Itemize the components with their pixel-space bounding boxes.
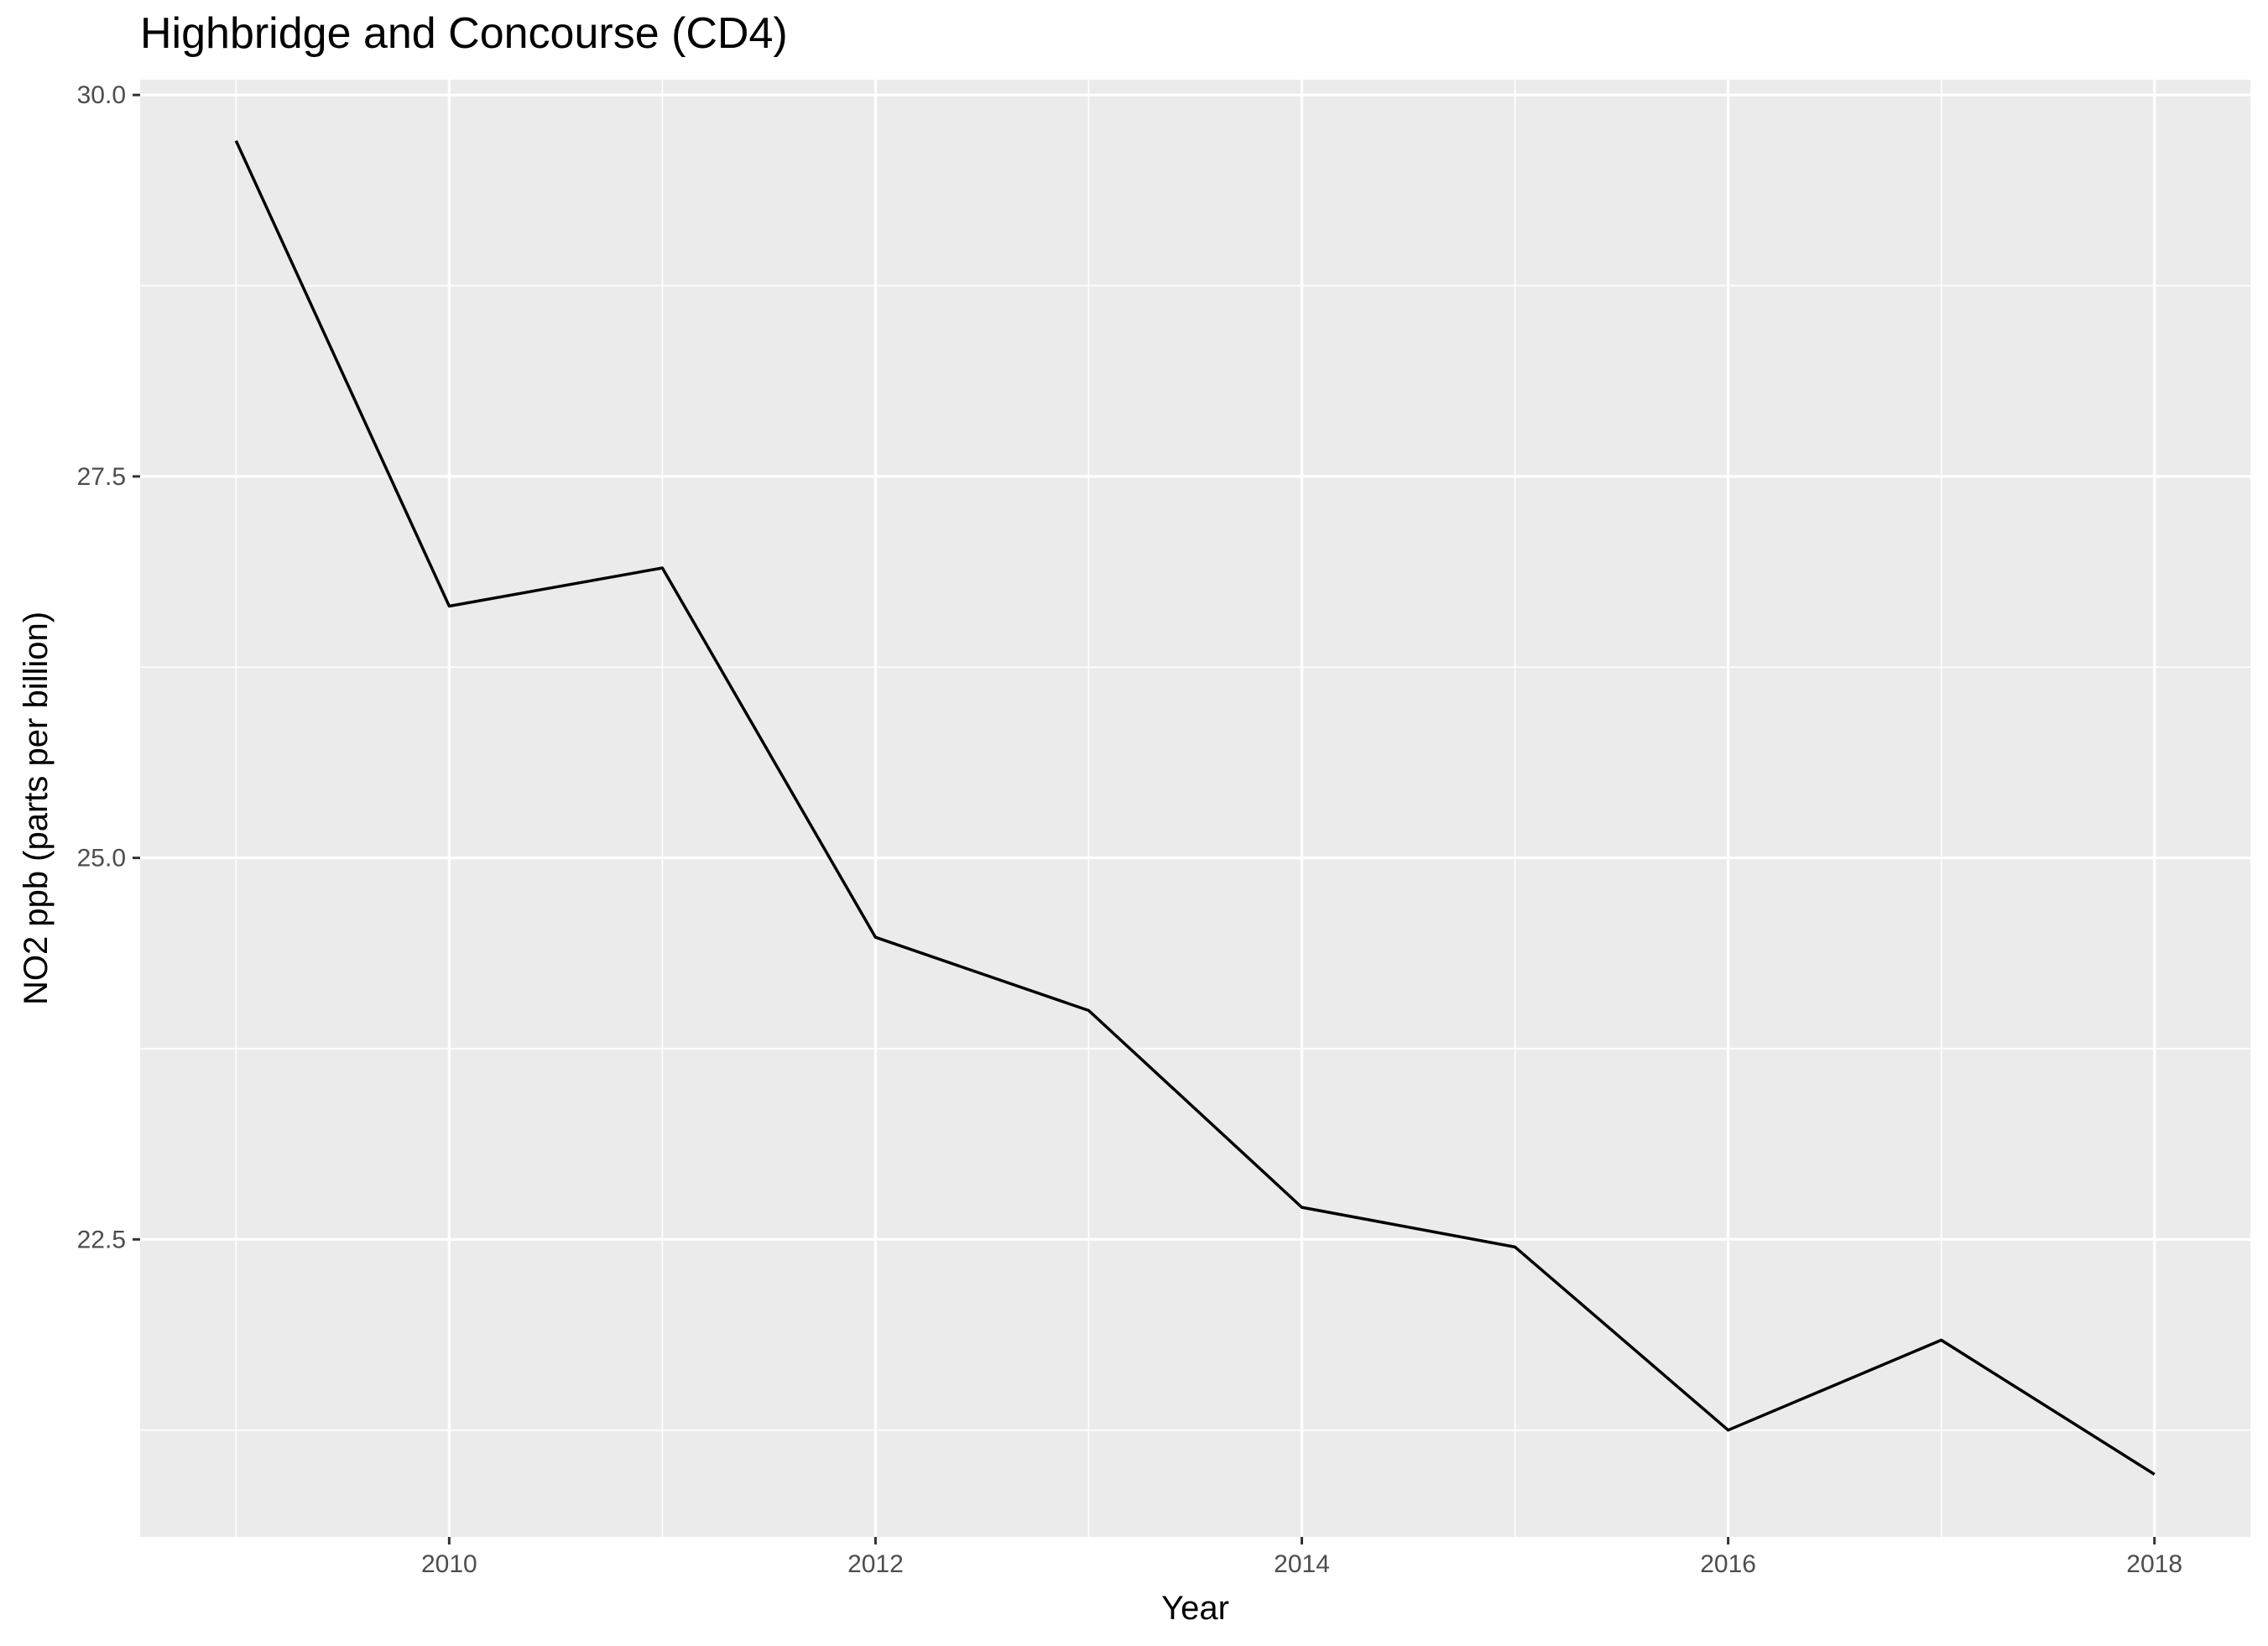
x-tick-label: 2014 [1274,1550,1330,1578]
x-tick-label: 2016 [1700,1550,1756,1578]
plot-panel [140,80,2250,1537]
major-gridlines [140,80,2250,1537]
minor-gridlines [140,80,2250,1537]
x-tick-label: 2018 [2126,1550,2182,1578]
x-tick-label: 2010 [421,1550,477,1578]
x-tick-label: 2012 [847,1550,904,1578]
y-axis-title: NO2 ppb (parts per billion) [18,612,55,1005]
series-line [234,140,2156,1476]
x-axis-title: Year [1161,1590,1229,1627]
y-tick-label: 27.5 [77,463,126,491]
y-tick-label: 30.0 [77,81,126,109]
y-tick-label: 22.5 [77,1226,126,1253]
x-axis: 2010 2012 2014 2016 2018 [421,1537,2182,1578]
chart-title: Highbridge and Concourse (CD4) [140,9,788,58]
y-tick-label: 25.0 [77,845,126,872]
y-axis: 22.5 25.0 27.5 30.0 [77,81,140,1253]
